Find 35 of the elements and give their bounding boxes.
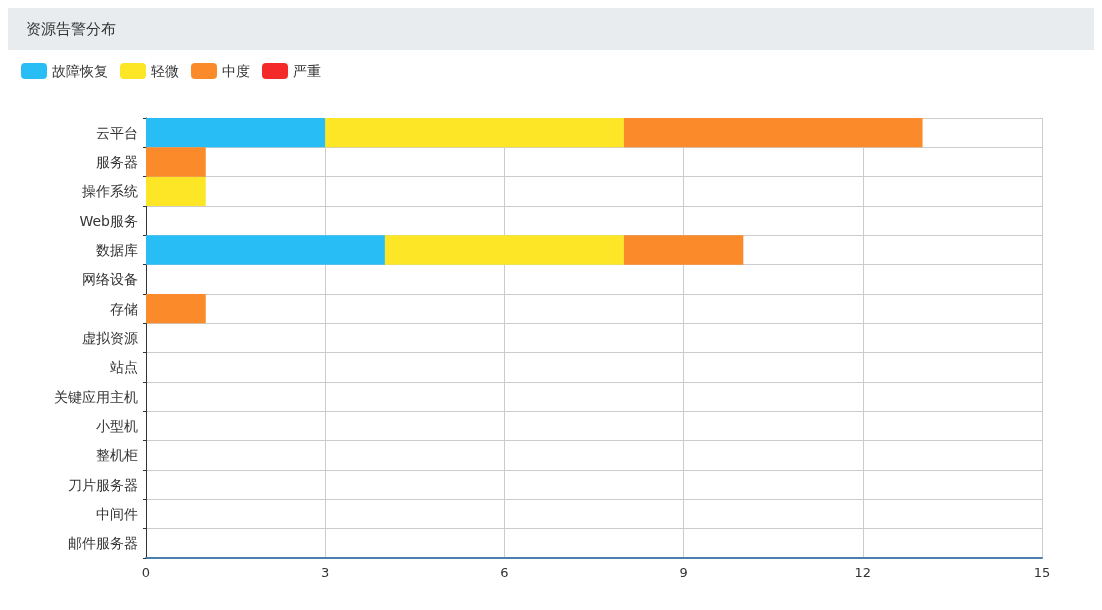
y-tick-label: 站点	[110, 359, 138, 376]
y-tick-label: 虚拟资源	[82, 330, 138, 346]
y-tick-label: 操作系统	[82, 183, 138, 200]
bar	[623, 118, 923, 148]
x-tick-label: 9	[679, 565, 688, 580]
bar	[146, 118, 326, 148]
x-tick-label: 3	[321, 565, 330, 580]
y-tick-label: 中间件	[96, 506, 138, 522]
bar	[384, 235, 624, 265]
x-tick-label: 6	[500, 565, 509, 580]
x-tick-label: 15	[1033, 565, 1051, 580]
x-tick-label: 0	[141, 565, 151, 580]
y-tick-label: 云平台	[96, 124, 138, 141]
chart-title: 资源告警分布	[8, 8, 1094, 50]
legend-label: 轻微	[151, 63, 179, 79]
y-tick-label: 小型机	[96, 418, 138, 434]
legend-label: 故障恢复	[52, 63, 108, 79]
bar	[325, 118, 624, 148]
y-tick-label: 服务器	[96, 154, 138, 170]
y-tick-label: 关键应用主机	[54, 388, 138, 405]
y-tick-label: 整机柜	[96, 447, 138, 464]
legend-label: 中度	[222, 63, 250, 79]
y-tick-label: Web服务	[79, 212, 138, 229]
bar	[623, 235, 744, 265]
y-tick-label: 数据库	[96, 242, 138, 258]
bar	[146, 294, 206, 324]
x-tick-label: 12	[854, 565, 872, 580]
y-tick-label: 存储	[110, 300, 138, 317]
bar	[146, 235, 385, 265]
legend-label: 严重	[293, 63, 321, 79]
y-tick-label: 刀片服务器	[68, 476, 138, 493]
bar	[146, 176, 206, 206]
bar	[146, 147, 206, 177]
y-tick-label: 网络设备	[82, 271, 138, 288]
y-tick-label: 邮件服务器	[68, 535, 138, 552]
